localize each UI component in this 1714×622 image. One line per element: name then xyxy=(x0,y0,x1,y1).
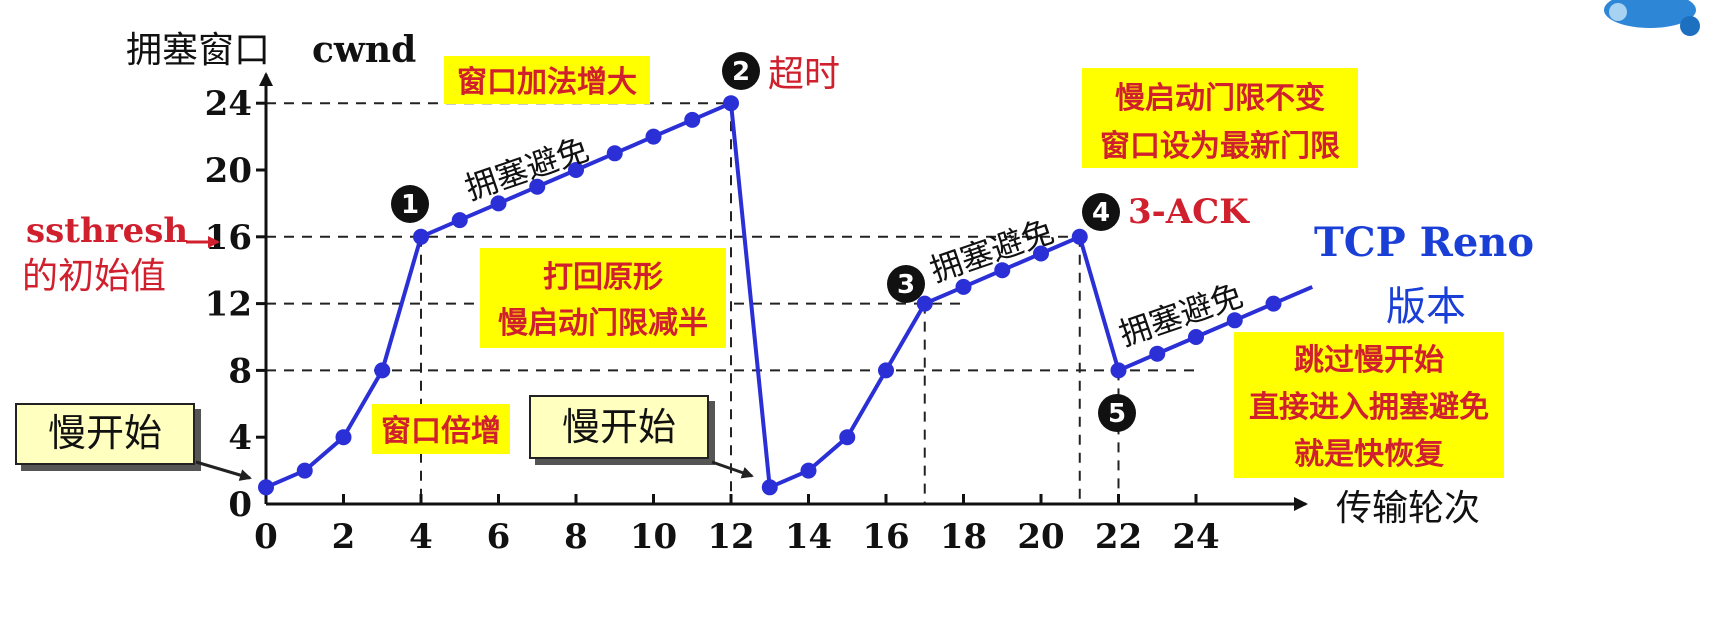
note-fast-recovery: 跳过慢开始 直接进入拥塞避免 就是快恢复 xyxy=(1234,332,1504,478)
data-point xyxy=(529,178,546,195)
x-tick-label: 14 xyxy=(785,517,832,557)
svg-text:慢开始: 慢开始 xyxy=(562,405,676,449)
svg-text:5: 5 xyxy=(1108,399,1126,429)
svg-text:慢启动门限不变: 慢启动门限不变 xyxy=(1115,81,1325,116)
data-point xyxy=(1149,345,1166,362)
svg-text:2: 2 xyxy=(732,57,750,87)
y-tick-label: 12 xyxy=(205,285,252,325)
data-point xyxy=(645,128,662,145)
note-threshold-same: 慢启动门限不变 窗口设为最新门限 xyxy=(1082,68,1358,168)
data-point xyxy=(723,95,739,112)
y-tick-label: 16 xyxy=(205,218,252,258)
x-tick-label: 22 xyxy=(1095,517,1142,557)
data-point xyxy=(374,362,391,379)
note-reset: 打回原形 慢启动门限减半 xyxy=(480,248,726,348)
y-axis-title-en: cwnd xyxy=(312,29,416,71)
slow-start-box-2: 慢开始 xyxy=(529,395,754,479)
data-point xyxy=(878,362,894,379)
marker-2: 2 xyxy=(722,52,760,90)
axes xyxy=(256,72,1308,511)
data-point xyxy=(568,162,584,178)
data-point xyxy=(1110,362,1127,379)
data-point xyxy=(1188,329,1204,345)
marker-1: 1 xyxy=(391,185,429,223)
data-point xyxy=(916,295,933,312)
y-tick-label: 8 xyxy=(228,351,252,391)
data-point xyxy=(839,429,856,446)
data-point xyxy=(955,278,972,295)
note-window-double: 窗口倍增 xyxy=(372,404,510,454)
data-point xyxy=(296,462,313,479)
marker-4: 4 xyxy=(1082,193,1120,231)
reference-lines xyxy=(266,102,1196,504)
x-tick-label: 20 xyxy=(1017,517,1064,557)
y-tick-labels: 0 4 8 12 16 20 24 xyxy=(205,84,252,525)
svg-text:慢启动门限减半: 慢启动门限减半 xyxy=(498,306,708,341)
data-point xyxy=(258,479,274,496)
x-tick-label: 0 xyxy=(254,517,278,557)
x-tick-label: 2 xyxy=(332,517,356,557)
y-tick-label: 4 xyxy=(228,418,252,458)
y-tick-label: 24 xyxy=(205,84,252,124)
svg-text:窗口设为最新门限: 窗口设为最新门限 xyxy=(1100,129,1340,164)
x-tick-labels: 0 2 4 6 8 10 12 14 16 18 20 22 24 xyxy=(254,517,1220,557)
congestion-avoidance-label-2: 拥塞避免 xyxy=(925,212,1058,290)
svg-text:窗口倍增: 窗口倍增 xyxy=(381,414,501,449)
reno-version-label: 版本 xyxy=(1386,284,1466,330)
y-tick-label: 0 xyxy=(228,485,252,525)
ssthresh-label: ssthresh xyxy=(26,211,188,251)
svg-text:4: 4 xyxy=(1092,198,1110,228)
corner-logo-icon xyxy=(1604,0,1700,36)
three-ack-label: 3-ACK xyxy=(1128,192,1250,232)
svg-text:直接进入拥塞避免: 直接进入拥塞避免 xyxy=(1249,390,1489,425)
data-point xyxy=(490,195,507,212)
data-point xyxy=(761,479,778,496)
marker-3: 3 xyxy=(887,265,925,303)
series-points xyxy=(258,95,1282,496)
timeout-label: 超时 xyxy=(768,54,840,95)
svg-text:3: 3 xyxy=(897,270,915,300)
marker-5: 5 xyxy=(1098,394,1136,432)
svg-text:打回原形: 打回原形 xyxy=(543,260,663,295)
ssthresh-initial-label: 的初始值 xyxy=(22,256,166,297)
y-axis-title-cn: 拥塞窗口 xyxy=(126,30,270,71)
x-tick-label: 24 xyxy=(1172,517,1219,557)
x-tick-label: 10 xyxy=(630,517,677,557)
x-axis-title: 传输轮次 xyxy=(1336,488,1480,529)
svg-text:就是快恢复: 就是快恢复 xyxy=(1294,437,1444,472)
x-tick-label: 18 xyxy=(940,517,987,557)
data-point xyxy=(335,429,352,446)
svg-text:慢开始: 慢开始 xyxy=(48,411,162,455)
data-point xyxy=(413,228,429,245)
data-point xyxy=(1071,228,1088,245)
note-window-add: 窗口加法增大 xyxy=(444,56,650,104)
x-tick-label: 4 xyxy=(409,517,433,557)
y-tick-label: 20 xyxy=(205,151,252,191)
congestion-avoidance-label-1: 拥塞避免 xyxy=(460,130,593,208)
data-point xyxy=(1265,295,1282,312)
data-point xyxy=(1226,312,1243,329)
x-tick-label: 8 xyxy=(564,517,588,557)
svg-text:跳过慢开始: 跳过慢开始 xyxy=(1294,343,1444,378)
x-tick-label: 16 xyxy=(862,517,909,557)
data-point xyxy=(1033,245,1049,262)
tcp-reno-label: TCP Reno xyxy=(1314,219,1534,266)
data-point xyxy=(451,212,468,229)
svg-text:1: 1 xyxy=(401,190,419,220)
x-tick-label: 6 xyxy=(487,517,511,557)
data-point xyxy=(800,462,817,479)
data-point xyxy=(684,111,701,128)
slow-start-box-1: 慢开始 xyxy=(15,403,252,481)
x-tick-label: 12 xyxy=(707,517,754,557)
svg-text:窗口加法增大: 窗口加法增大 xyxy=(457,65,637,100)
data-point xyxy=(994,262,1011,279)
data-point xyxy=(606,145,623,162)
